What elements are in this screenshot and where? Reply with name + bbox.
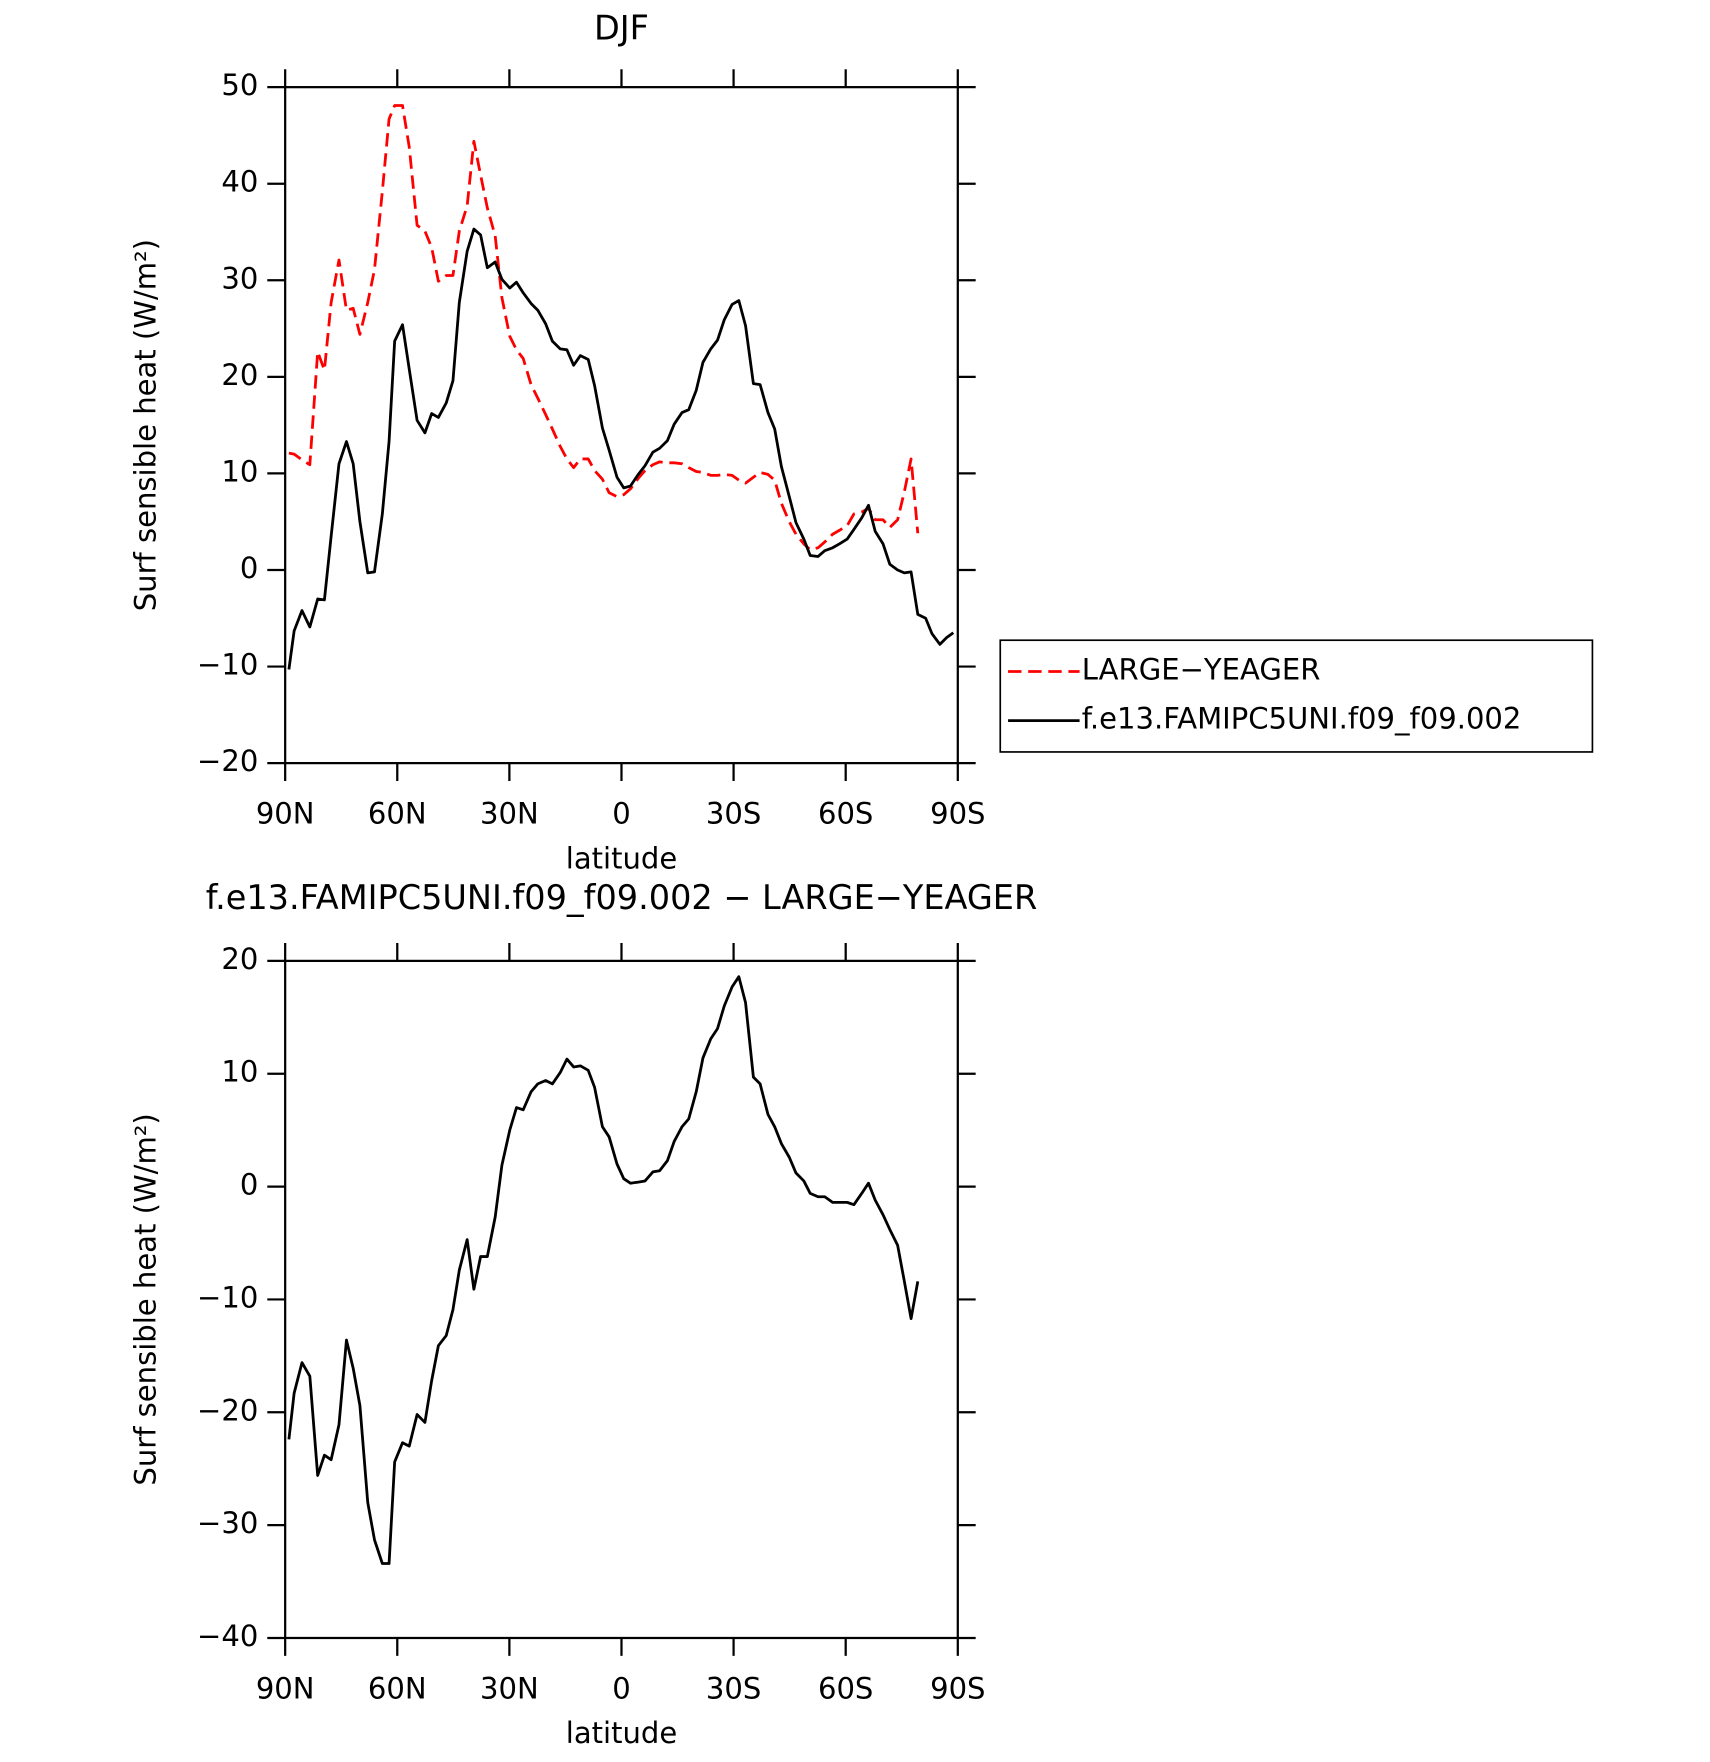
legend-label: LARGE−YEAGER xyxy=(1082,653,1321,687)
x-tick-label: 30S xyxy=(706,1671,761,1705)
y-axis-label: Surf sensible heat (W/m²) xyxy=(129,1113,163,1485)
x-tick-label: 60N xyxy=(368,797,427,831)
x-tick-label: 90S xyxy=(930,1671,985,1705)
chart-title: DJF xyxy=(594,9,649,48)
series-line xyxy=(287,227,955,670)
y-tick-label: 20 xyxy=(221,942,258,976)
x-tick-label: 30N xyxy=(480,1671,539,1705)
y-tick-label: 0 xyxy=(240,1168,258,1202)
y-tick-label: −40 xyxy=(197,1619,258,1653)
x-tick-label: 0 xyxy=(612,1671,630,1705)
y-tick-label: −30 xyxy=(197,1506,258,1540)
y-axis-label: Surf sensible heat (W/m²) xyxy=(129,239,163,611)
y-tick-label: −10 xyxy=(197,648,258,682)
x-axis-label: latitude xyxy=(566,1716,677,1750)
x-tick-label: 90N xyxy=(256,1671,315,1705)
y-tick-label: 40 xyxy=(221,165,258,199)
y-tick-label: 10 xyxy=(221,1055,258,1089)
y-tick-label: 10 xyxy=(221,454,258,488)
x-tick-label: 60S xyxy=(818,797,873,831)
y-tick-label: −20 xyxy=(197,744,258,778)
x-tick-label: 0 xyxy=(612,797,630,831)
data-line xyxy=(287,975,920,1565)
legend-box xyxy=(999,639,1594,753)
y-tick-label: 50 xyxy=(221,68,258,102)
y-tick-label: 20 xyxy=(221,358,258,392)
y-tick-label: 0 xyxy=(240,551,258,585)
legend-label: f.e13.FAMIPC5UNI.f09_f09.002 xyxy=(1082,702,1522,736)
plot-frame xyxy=(284,86,959,765)
y-tick-label: −20 xyxy=(197,1393,258,1427)
x-tick-label: 60S xyxy=(818,1671,873,1705)
chart-title: f.e13.FAMIPC5UNI.f09_f09.002 − LARGE−YEA… xyxy=(206,878,1038,917)
x-tick-label: 30S xyxy=(706,797,761,831)
x-tick-label: 30N xyxy=(480,797,539,831)
x-axis-label: latitude xyxy=(566,841,677,875)
x-tick-label: 90S xyxy=(930,797,985,831)
series-line xyxy=(288,104,920,552)
x-tick-label: 60N xyxy=(368,1671,427,1705)
legend: LARGE−YEAGER f.e13.FAMIPC5UNI.f09_f09.002 xyxy=(999,639,1594,753)
plot-frame xyxy=(284,959,959,1640)
y-tick-label: −10 xyxy=(197,1280,258,1314)
y-tick-label: 30 xyxy=(221,261,258,295)
x-tick-label: 90N xyxy=(256,797,315,831)
